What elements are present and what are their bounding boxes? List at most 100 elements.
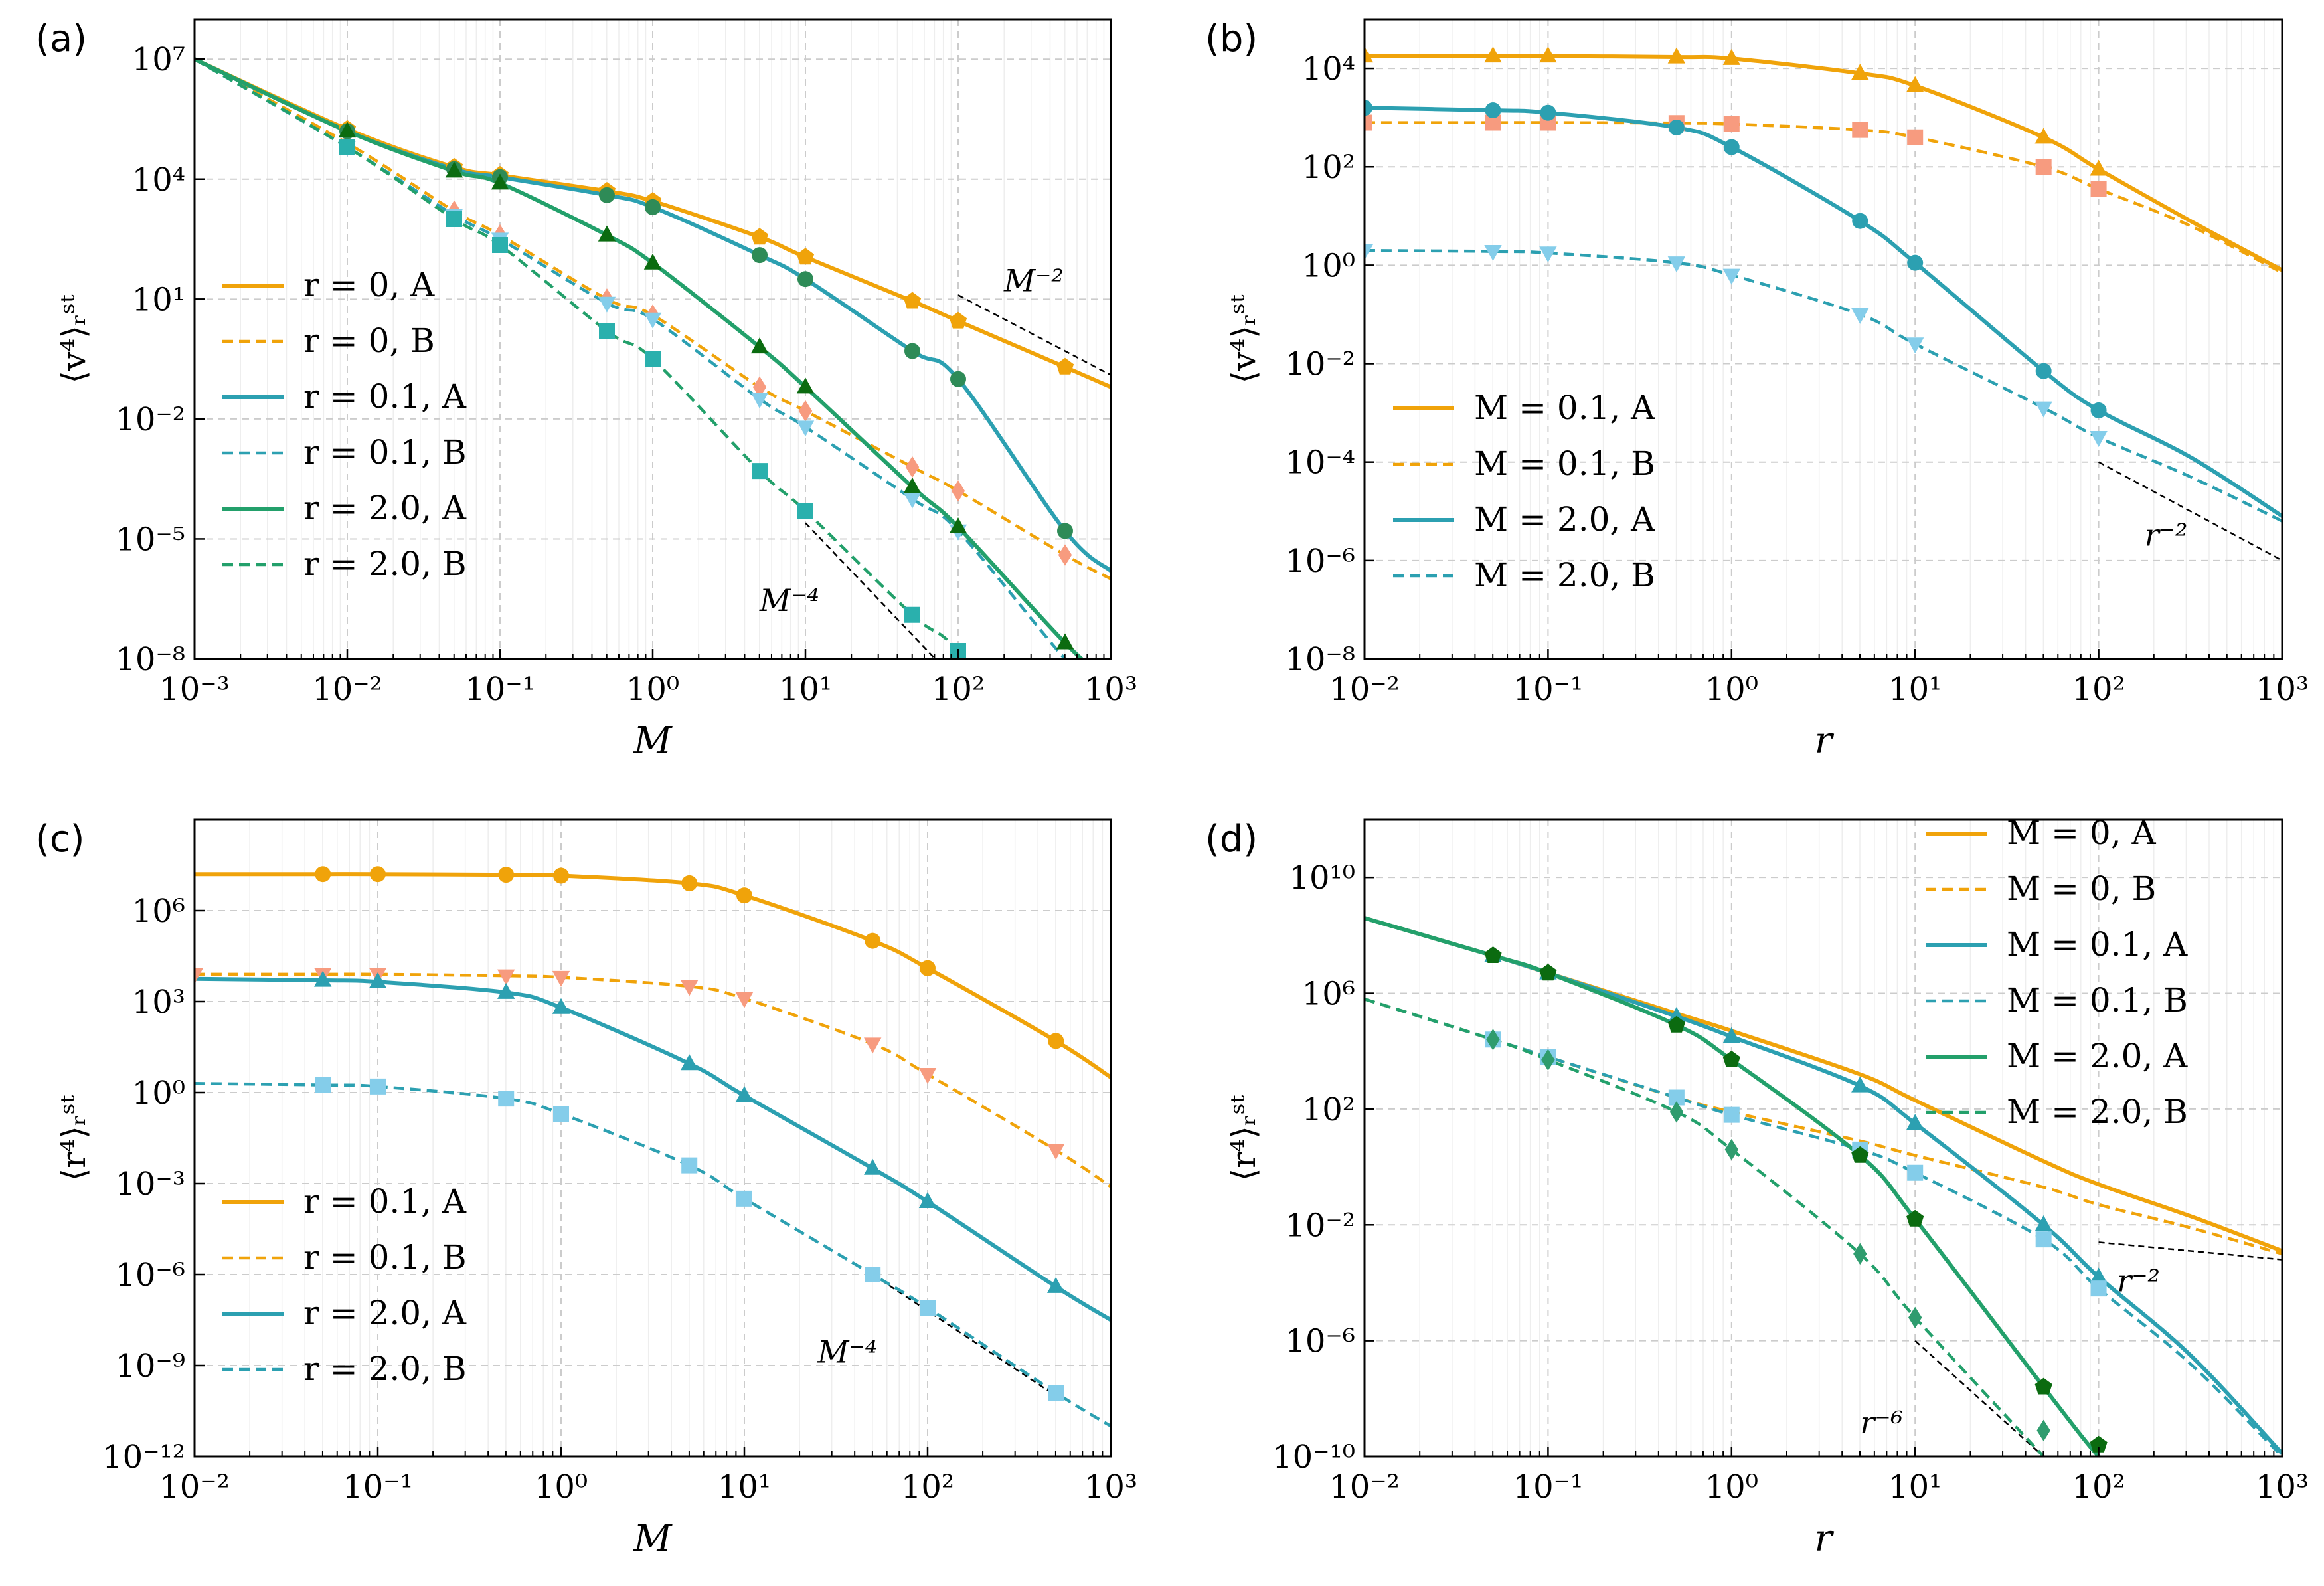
data-point xyxy=(918,1192,937,1208)
y-tick-label: 10⁻² xyxy=(1285,346,1355,383)
data-point xyxy=(599,187,615,203)
data-point xyxy=(315,866,331,883)
y-tick-label: 10⁻⁸ xyxy=(1285,641,1355,678)
data-point xyxy=(2036,1419,2050,1441)
legend: M = 0, A M = 0, B M = 0.1, A M = 0.1, B M = … xyxy=(1926,814,2188,1131)
legend-label: r = 0, A xyxy=(303,266,435,304)
panel-0: M⁻² M⁻⁴ 10⁻³ 10⁻² 10⁻¹ 10⁰ 10¹ 10² 10³ 10⁻⁸ 10⁻⁵ 10… xyxy=(35,17,1137,762)
guide-line xyxy=(2098,461,2282,561)
y-tick-label: 10⁻⁶ xyxy=(1285,543,1355,580)
data-point xyxy=(1722,48,1740,65)
data-point xyxy=(903,477,922,493)
data-point xyxy=(1851,308,1869,324)
data-point xyxy=(1365,244,1374,260)
data-point xyxy=(2034,401,2052,418)
y-tick-label: 10⁻⁶ xyxy=(115,1257,185,1294)
data-point xyxy=(2090,181,2107,197)
guide-line xyxy=(805,522,937,659)
x-tick-label: 10⁻¹ xyxy=(465,671,535,708)
legend-label: r = 2.0, A xyxy=(303,489,467,527)
x-axis-label: M xyxy=(633,719,673,762)
legend: M = 0.1, A M = 0.1, B M = 2.0, A M = 2.0, B xyxy=(1393,389,1655,594)
y-tick-label: 10⁻³ xyxy=(115,1166,185,1203)
legend-label: M = 2.0, A xyxy=(2007,1037,2188,1075)
y-axis-label: ⟨r⁴⟩ᵣˢᵗ xyxy=(54,1095,93,1181)
y-tick-label: 10⁰ xyxy=(1302,247,1355,284)
data-point xyxy=(752,247,768,264)
data-point xyxy=(1668,119,1685,135)
data-point xyxy=(2090,1267,2108,1284)
data-point xyxy=(2090,1280,2107,1297)
data-point xyxy=(1486,1029,1500,1051)
data-point xyxy=(1723,1106,1740,1123)
data-point xyxy=(796,377,815,394)
data-point xyxy=(681,1157,698,1174)
data-point xyxy=(681,1054,699,1071)
data-point xyxy=(1539,246,1557,263)
data-point xyxy=(918,1068,937,1084)
data-point xyxy=(750,228,769,245)
data-point xyxy=(1539,46,1557,63)
guide-label: r⁻² xyxy=(2117,1263,2160,1299)
series-line xyxy=(195,972,1111,1188)
data-point xyxy=(598,225,616,242)
y-tick-label: 10⁻² xyxy=(1285,1207,1355,1244)
data-point xyxy=(1048,1385,1064,1401)
data-point xyxy=(904,343,920,359)
data-point xyxy=(1723,139,1740,155)
data-point xyxy=(2090,159,2108,176)
data-point xyxy=(949,311,967,329)
guide-label: r⁻² xyxy=(2145,517,2188,553)
x-tick-label: 10¹ xyxy=(1888,1468,1942,1506)
x-tick-label: 10⁻³ xyxy=(159,671,230,708)
legend-label: r = 2.0, B xyxy=(303,1350,467,1388)
data-point xyxy=(920,1300,936,1316)
y-axis-label: ⟨r⁴⟩ᵣˢᵗ xyxy=(1224,1095,1263,1181)
legend-label: M = 0, B xyxy=(2007,869,2156,908)
x-tick-label: 10⁰ xyxy=(1705,671,1758,708)
data-point xyxy=(736,1190,752,1207)
data-point xyxy=(497,969,515,986)
y-tick-label: 10⁴ xyxy=(1302,50,1355,88)
data-point xyxy=(491,173,509,190)
data-point xyxy=(1668,1089,1685,1106)
x-tick-label: 10⁻² xyxy=(159,1468,230,1506)
legend-label: M = 0.1, A xyxy=(1474,389,1655,427)
y-tick-label: 10⁻¹⁰ xyxy=(1272,1439,1355,1476)
series-line xyxy=(1365,998,2046,1456)
y-tick-label: 10³ xyxy=(132,984,185,1021)
data-point xyxy=(1853,1243,1867,1265)
y-axis-label: ⟨v⁴⟩ᵣˢᵗ xyxy=(54,294,93,384)
data-point xyxy=(553,867,569,884)
legend-label: M = 0.1, B xyxy=(1474,444,1655,483)
x-tick-label: 10³ xyxy=(2256,1468,2309,1506)
guide-label: M⁻⁴ xyxy=(817,1334,877,1369)
data-point xyxy=(645,199,661,215)
data-point xyxy=(950,371,966,387)
x-tick-label: 10⁻² xyxy=(1329,1468,1400,1506)
data-point xyxy=(1907,129,1924,145)
data-point xyxy=(1669,1101,1684,1123)
data-point xyxy=(1539,964,1557,981)
y-tick-label: 10⁻⁸ xyxy=(115,641,185,678)
x-axis-label: r xyxy=(1815,1517,1835,1560)
data-point xyxy=(338,122,357,138)
data-point xyxy=(553,1105,569,1122)
legend-label: M = 0, A xyxy=(2007,814,2156,852)
legend: r = 0.1, A r = 0.1, B r = 2.0, A r = 2.0, B xyxy=(222,1182,467,1388)
y-tick-label: 10¹⁰ xyxy=(1289,859,1355,897)
data-point xyxy=(1723,116,1740,132)
data-point xyxy=(1484,245,1502,262)
data-point xyxy=(2035,159,2052,175)
guide-line xyxy=(2098,1241,2282,1261)
panel-2: M⁻⁴ 10⁻² 10⁻¹ 10⁰ 10¹ 10² 10³ 10⁻¹² 10⁻⁹ 10⁻⁶ 10⁻³… xyxy=(35,818,1137,1560)
data-point xyxy=(1047,1277,1065,1293)
y-tick-label: 10⁰ xyxy=(132,1075,185,1112)
y-tick-label: 10⁴ xyxy=(132,161,185,199)
y-tick-label: 10⁻⁶ xyxy=(1285,1323,1355,1360)
data-point xyxy=(498,1091,515,1107)
data-point xyxy=(1540,104,1556,121)
legend: r = 0, A r = 0, B r = 0.1, A r = 0.1, B r = … xyxy=(222,266,467,583)
data-point xyxy=(905,456,920,478)
y-tick-label: 10⁷ xyxy=(132,41,185,78)
